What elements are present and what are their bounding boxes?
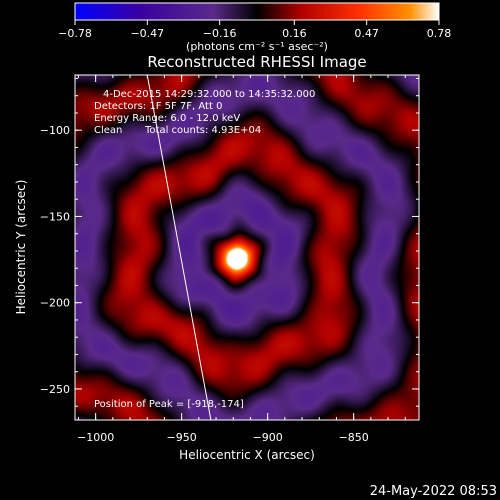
annotation-total-counts: Total counts: 4.93E+04	[144, 125, 261, 136]
y-tick-label: −100	[40, 124, 70, 137]
x-axis-title: Heliocentric X (arcsec)	[179, 448, 315, 462]
annotation-algorithm: Clean	[94, 125, 122, 136]
colorbar-tick-label: −0.16	[203, 27, 237, 40]
x-tick-label: −900	[253, 431, 283, 444]
x-tick-label: −1000	[77, 431, 114, 444]
annotation-detectors: Detectors: 1F 5F 7F, Att 0	[94, 101, 222, 112]
timestamp: 24-May-2022 08:53	[370, 484, 497, 499]
heatmap-image	[75, 75, 419, 420]
x-tick-label: −850	[339, 431, 369, 444]
annotation-time-range: 4-Dec-2015 14:29:32.000 to 14:35:32.000	[103, 89, 315, 100]
y-tick-label: −150	[40, 210, 70, 223]
y-axis-ticks: −100 −150 −200 −250	[40, 77, 419, 407]
y-axis-title: Heliocentric Y (arcsec)	[14, 180, 28, 315]
colorbar-tick-label: 0.47	[354, 27, 379, 40]
annotation-peak-position: Position of Peak = [-918,-174]	[94, 399, 244, 410]
colorbar-tick-label: −0.78	[58, 27, 92, 40]
x-tick-label: −950	[167, 431, 197, 444]
solar-limb-line	[146, 75, 212, 420]
colorbar-tick-label: −0.47	[130, 27, 164, 40]
colorbar-unit-label: (photons cm⁻² s⁻¹ asec⁻²)	[186, 40, 328, 53]
plot-frame	[74, 74, 420, 421]
y-tick-label: −250	[40, 383, 70, 396]
colorbar-ticks: −0.78 −0.47 −0.16 0.16 0.47 0.78	[58, 20, 451, 40]
colorbar-tick-label: 0.78	[427, 27, 452, 40]
colorbar-tick-label: 0.16	[282, 27, 307, 40]
annotation-energy-range: Energy Range: 6.0 - 12.0 keV	[94, 113, 240, 124]
colorbar	[74, 2, 440, 21]
y-tick-label: −200	[40, 297, 70, 310]
x-axis-ticks: −1000 −950 −900 −850	[77, 75, 406, 444]
chart-title: Reconstructed RHESSI Image	[147, 53, 366, 71]
